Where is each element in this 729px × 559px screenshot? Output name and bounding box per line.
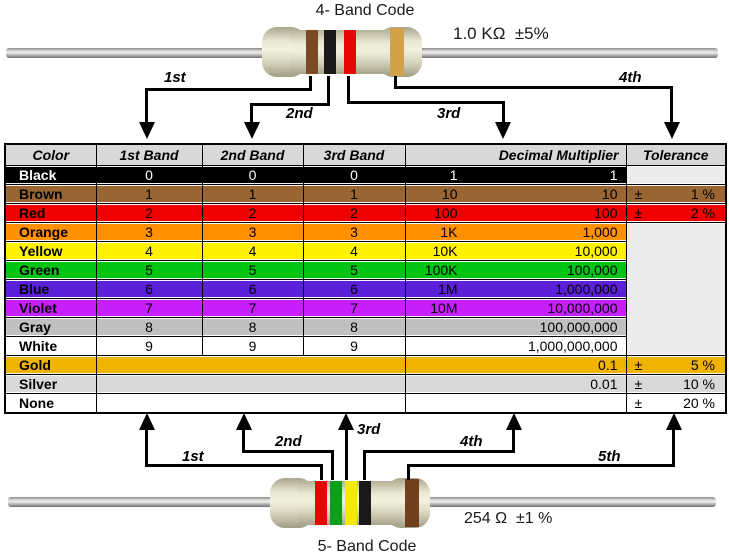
tolerance-cell: ±20 % <box>625 393 727 414</box>
table-row-none: None ±20 % <box>4 393 727 414</box>
arrow-label-4th: 4th <box>460 433 483 450</box>
table-row-white: White 9 9 9 1,000,000,000 <box>4 336 726 356</box>
table-row-blue: Blue 6 6 6 1M 1,000,000 <box>4 279 726 299</box>
multiplier-cell: 100 100 <box>404 203 627 223</box>
band-red-icon <box>315 481 327 525</box>
table-row-yellow: Yellow 4 4 4 10K 10,000 <box>4 241 726 261</box>
multiplier-cell: 1M 1,000,000 <box>404 279 627 299</box>
multiplier-cell: 10 10 <box>404 184 627 204</box>
table-row-green: Green 5 5 5 100K 100,000 <box>4 260 726 280</box>
tolerance-cell: ±2 % <box>625 203 727 223</box>
tolerance-cell: ±1 % <box>625 184 727 204</box>
color-name: Red <box>4 203 97 223</box>
color-name: Silver <box>4 374 97 394</box>
header-tolerance: Tolerance <box>625 143 727 166</box>
tolerance-cell-empty <box>625 165 727 185</box>
header-3rd-band: 3rd Band <box>302 143 406 166</box>
table-row-red: Red 2 2 2 100 100 ±2 % <box>4 203 727 223</box>
color-name: Gray <box>4 317 97 337</box>
color-name: Brown <box>4 184 97 204</box>
arrowhead-down-icon <box>139 122 155 139</box>
header-1st-band: 1st Band <box>95 143 203 166</box>
four-band-resistor-value: 1.0 KΩ ±5% <box>453 24 549 43</box>
band-yellow-icon <box>345 481 357 525</box>
bands-merged-cell <box>95 374 406 394</box>
arrow-label-1st: 1st <box>164 69 186 86</box>
tolerance-cell: ±10 % <box>625 374 727 394</box>
color-name: Violet <box>4 298 97 318</box>
arrow-label-4th: 4th <box>619 69 642 86</box>
bands-merged-cell <box>95 355 406 375</box>
table-row-gray: Gray 8 8 8 100,000,000 <box>4 317 726 337</box>
band-red-icon <box>344 30 356 74</box>
color-name: Green <box>4 260 97 280</box>
table-row-violet: Violet 7 7 7 10M 10,000,000 <box>4 298 726 318</box>
band-black-icon <box>359 481 371 525</box>
color-code-table: Color 1st Band 2nd Band 3rd Band Decimal… <box>4 143 727 414</box>
header-color: Color <box>4 143 97 166</box>
multiplier-cell: 1K 1,000 <box>404 222 627 242</box>
band-brown-icon <box>405 479 419 527</box>
five-band-resistor <box>270 478 430 528</box>
multiplier-cell: 1,000,000,000 <box>404 336 627 356</box>
four-band-resistor <box>262 27 422 77</box>
multiplier-cell: 0.01 <box>404 374 627 394</box>
arrowhead-up-icon <box>338 413 354 430</box>
four-band-code-title: 4- Band Code <box>315 2 415 19</box>
color-name: White <box>4 336 97 356</box>
five-band-code-title: 5- Band Code <box>317 538 417 555</box>
multiplier-cell: 0.1 <box>404 355 627 375</box>
multiplier-cell: 10K 10,000 <box>404 241 627 261</box>
multiplier-cell: 10M 10,000,000 <box>404 298 627 318</box>
multiplier-cell: 100K 100,000 <box>404 260 627 280</box>
color-name: None <box>4 393 97 414</box>
band-gold-icon <box>390 28 404 76</box>
band-green-icon <box>330 481 342 525</box>
table-row-silver: Silver 0.01 ±10 % <box>4 374 727 394</box>
color-name: Yellow <box>4 241 97 261</box>
header-2nd-band: 2nd Band <box>201 143 304 166</box>
table-header-row: Color 1st Band 2nd Band 3rd Band Decimal… <box>4 143 727 166</box>
multiplier-cell: 100,000,000 <box>404 317 627 337</box>
arrow-label-5th: 5th <box>598 448 621 465</box>
bands-merged-cell <box>95 393 406 414</box>
header-decimal-multiplier: Decimal Multiplier <box>404 143 627 166</box>
band-black-icon <box>324 30 336 74</box>
arrow-label-1st: 1st <box>182 448 204 465</box>
arrowhead-up-icon <box>139 413 155 430</box>
color-name: Blue <box>4 279 97 299</box>
tolerance-cell-merged-empty <box>625 222 727 356</box>
table-row-gold: Gold 0.1 ±5 % <box>4 355 727 375</box>
arrowhead-up-icon <box>666 413 682 430</box>
color-name: Orange <box>4 222 97 242</box>
arrow-label-3rd: 3rd <box>357 421 381 438</box>
arrowhead-down-icon <box>664 122 680 139</box>
arrow-label-3rd: 3rd <box>437 105 461 122</box>
tolerance-cell: ±5 % <box>625 355 727 375</box>
multiplier-cell <box>404 393 627 414</box>
arrow-label-2nd: 2nd <box>286 105 313 122</box>
arrowhead-down-icon <box>495 122 511 139</box>
color-name: Black <box>4 165 97 185</box>
arrowhead-up-icon <box>236 413 252 430</box>
table-row-orange: Orange 3 3 3 1K 1,000 <box>4 222 727 356</box>
table-row-brown: Brown 1 1 1 10 10 ±1 % <box>4 184 727 204</box>
arrowhead-up-icon <box>506 413 522 430</box>
color-name: Gold <box>4 355 97 375</box>
arrowhead-down-icon <box>244 122 260 139</box>
five-band-resistor-value: 254 Ω ±1 % <box>464 510 553 527</box>
band-brown-icon <box>306 30 318 74</box>
arrow-label-2nd: 2nd <box>275 433 302 450</box>
